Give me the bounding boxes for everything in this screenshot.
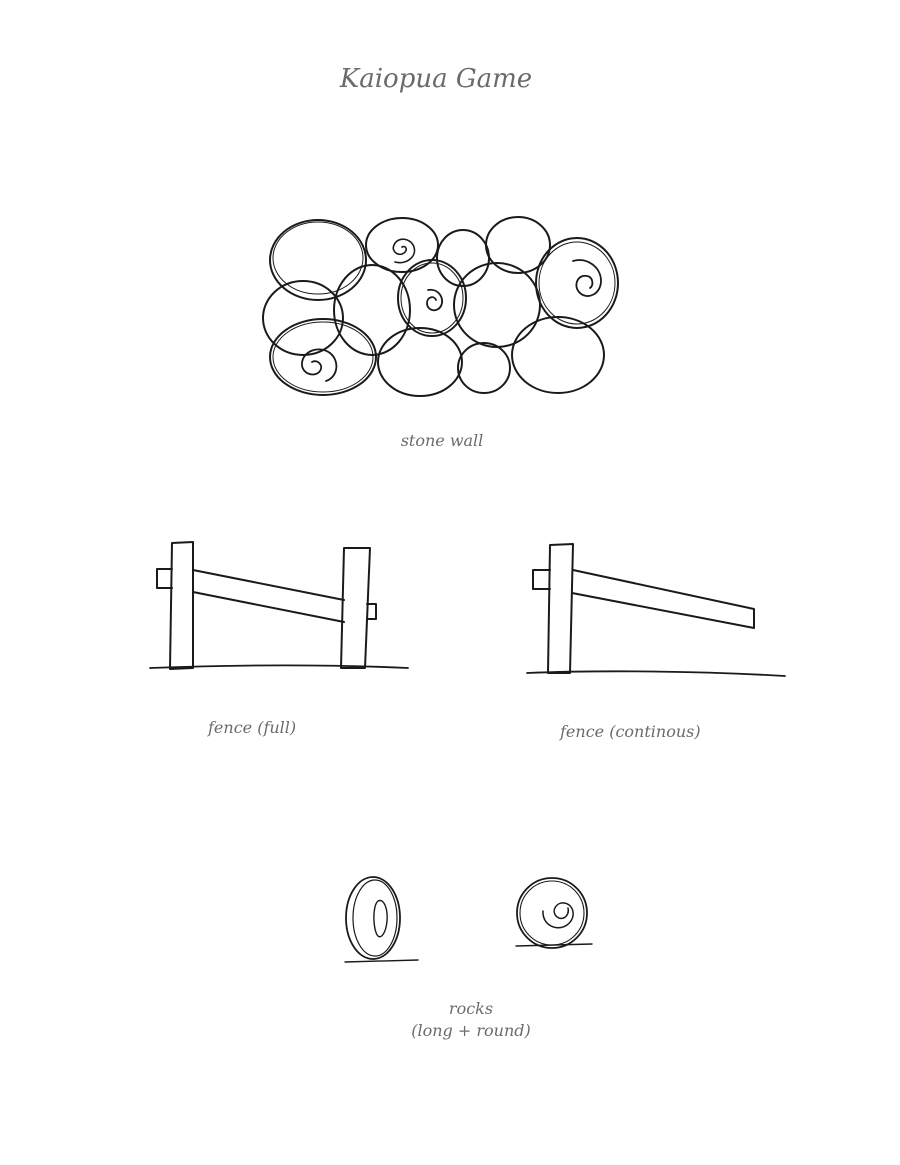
rock-round-spiral [542, 902, 574, 929]
page-title: Kaiopua Game [339, 64, 533, 94]
rocks-caption: rocks (long + round) [0, 998, 900, 1042]
stone [262, 280, 344, 356]
rocks-caption-line1: rocks [448, 999, 494, 1018]
stone [436, 229, 490, 287]
fence-rail [192, 569, 345, 623]
fence-post-left [169, 541, 194, 670]
rocks-drawing [344, 876, 593, 963]
stone [538, 241, 616, 325]
rock-long [345, 876, 401, 960]
fence-continuous-caption: fence (continous) [560, 722, 701, 741]
stone [457, 342, 511, 394]
fence-rail-stub [366, 603, 377, 620]
fence-full-caption: fence (full) [208, 718, 297, 737]
rock-round [519, 880, 585, 946]
rock-long-spiral [373, 899, 388, 938]
stone [400, 262, 464, 334]
stone-spiral [301, 348, 338, 382]
fence-rail-stub [156, 568, 173, 589]
stone [511, 316, 605, 394]
fence-rail-stub [532, 569, 551, 590]
fence-post-right [340, 547, 371, 669]
fence-post [547, 543, 574, 674]
stone [269, 318, 377, 396]
ground-line [149, 664, 409, 669]
stone [272, 221, 364, 295]
rocks-caption-line2: (long + round) [411, 1021, 531, 1040]
fence-full-drawing [149, 541, 409, 670]
rock-long-ground [344, 959, 419, 963]
stone-wall-caption: stone wall [400, 431, 484, 450]
fence-rail [571, 569, 755, 629]
stone-spiral [392, 238, 416, 264]
stone [453, 262, 541, 348]
rock-round [516, 877, 588, 949]
stone [535, 237, 619, 329]
stone [272, 321, 374, 393]
stone [397, 259, 467, 337]
stone-wall-drawing [262, 216, 619, 397]
stone-spiral [572, 259, 602, 297]
stone [377, 327, 463, 397]
rock-round-ground [515, 943, 593, 947]
rock-long [352, 879, 398, 957]
stone-spiral [426, 288, 443, 312]
stone [333, 264, 411, 356]
stone [269, 219, 367, 301]
ground-line [526, 670, 786, 677]
fence-continuous-drawing [526, 543, 786, 677]
stone [485, 216, 551, 274]
stone [365, 217, 439, 273]
